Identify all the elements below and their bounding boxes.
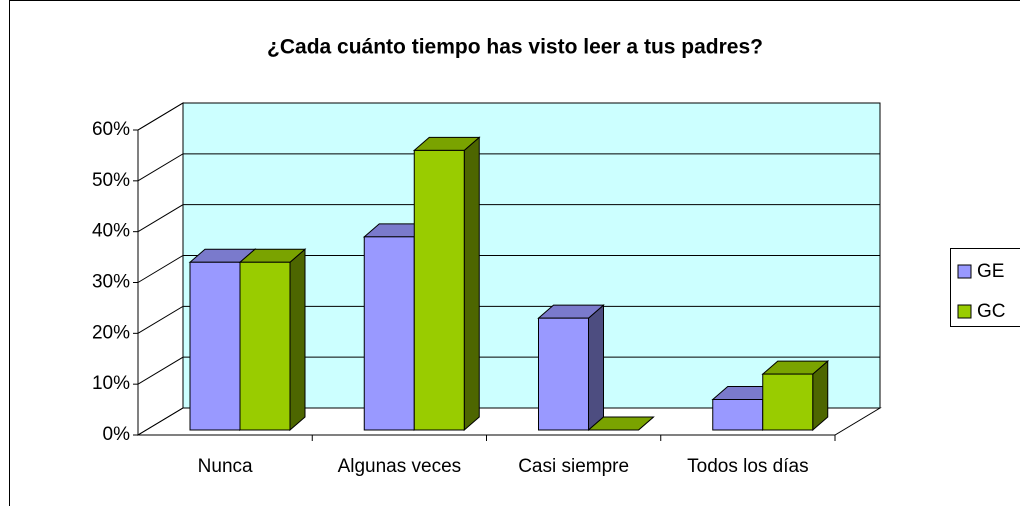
bar-front xyxy=(239,261,291,431)
legend-swatch xyxy=(957,264,972,279)
bar-front xyxy=(762,373,814,431)
bar xyxy=(537,304,605,432)
y-tick-label: 60% xyxy=(92,119,130,140)
y-tick-label: 20% xyxy=(92,322,130,343)
grid-line xyxy=(137,153,880,182)
y-tick-label: 50% xyxy=(92,170,130,191)
grid-line xyxy=(137,255,880,283)
bar-top xyxy=(587,416,655,431)
bar-side xyxy=(289,248,306,432)
legend-label: GE xyxy=(977,261,1004,282)
y-tick-label: 10% xyxy=(92,373,130,394)
bar xyxy=(412,136,481,432)
bar xyxy=(587,416,655,431)
bar-front xyxy=(189,261,241,431)
bar-front xyxy=(712,399,764,431)
bar-side xyxy=(463,136,480,432)
bar xyxy=(238,248,307,432)
bar xyxy=(761,359,830,432)
legend-label: GC xyxy=(977,301,1006,322)
bar-front xyxy=(538,317,589,431)
grid-line xyxy=(137,356,880,385)
grid-line xyxy=(137,407,880,436)
chart-title: ¿Cada cuánto tiempo has visto leer a tus… xyxy=(267,36,763,59)
grid-line xyxy=(137,204,880,233)
legend-swatch xyxy=(957,304,972,319)
grid-line xyxy=(137,102,880,131)
y-tick-label: 0% xyxy=(103,424,131,445)
bar-front xyxy=(413,149,465,431)
x-tick-label: Casi siempre xyxy=(518,456,629,477)
x-tick-label: Algunas veces xyxy=(338,456,462,477)
x-tick-label: Nunca xyxy=(198,456,253,477)
y-tick-label: 40% xyxy=(92,221,130,242)
grid-line xyxy=(137,305,880,334)
y-tick-label: 30% xyxy=(92,272,130,293)
bar-front xyxy=(363,236,415,431)
bar-side xyxy=(588,304,604,432)
x-tick-label: Todos los días xyxy=(687,456,808,477)
